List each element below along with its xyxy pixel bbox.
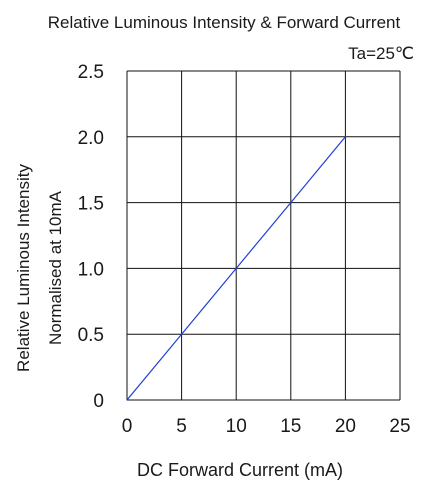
y-tick-label: 2.0 (78, 128, 104, 149)
y-tick-label: 1.0 (78, 259, 104, 280)
y-axis-label-line-1: Relative Luminous Intensity (14, 164, 33, 372)
series-layer (126, 136, 346, 401)
x-axis-ticks: 0 5 10 15 20 25 (122, 416, 411, 437)
data-point (290, 202, 292, 204)
y-tick-label: 2.5 (78, 62, 104, 83)
y-tick-label: 0.5 (78, 325, 104, 346)
x-tick-label: 5 (176, 416, 187, 437)
y-axis-ticks: 0 0.5 1.0 1.5 2.0 2.5 (78, 62, 104, 412)
x-tick-label: 0 (122, 416, 133, 437)
chart-subtitle: Ta=25℃ (348, 44, 414, 63)
x-tick-label: 10 (226, 416, 247, 437)
chart-title: Relative Luminous Intensity & Forward Cu… (48, 13, 401, 32)
x-tick-label: 15 (280, 416, 301, 437)
y-axis-label-line-2: Normalised at 10mA (46, 190, 65, 345)
data-point (235, 267, 237, 269)
grid (126, 70, 401, 401)
x-tick-label: 25 (389, 416, 410, 437)
y-tick-label: 1.5 (78, 194, 104, 215)
data-point (126, 399, 128, 401)
x-tick-label: 20 (335, 416, 356, 437)
data-point (344, 136, 346, 138)
y-axis-label: Relative Luminous Intensity Normalised a… (14, 164, 65, 372)
x-axis-label: DC Forward Current (mA) (137, 460, 343, 480)
data-point (181, 333, 183, 335)
y-tick-label: 0 (93, 391, 104, 412)
